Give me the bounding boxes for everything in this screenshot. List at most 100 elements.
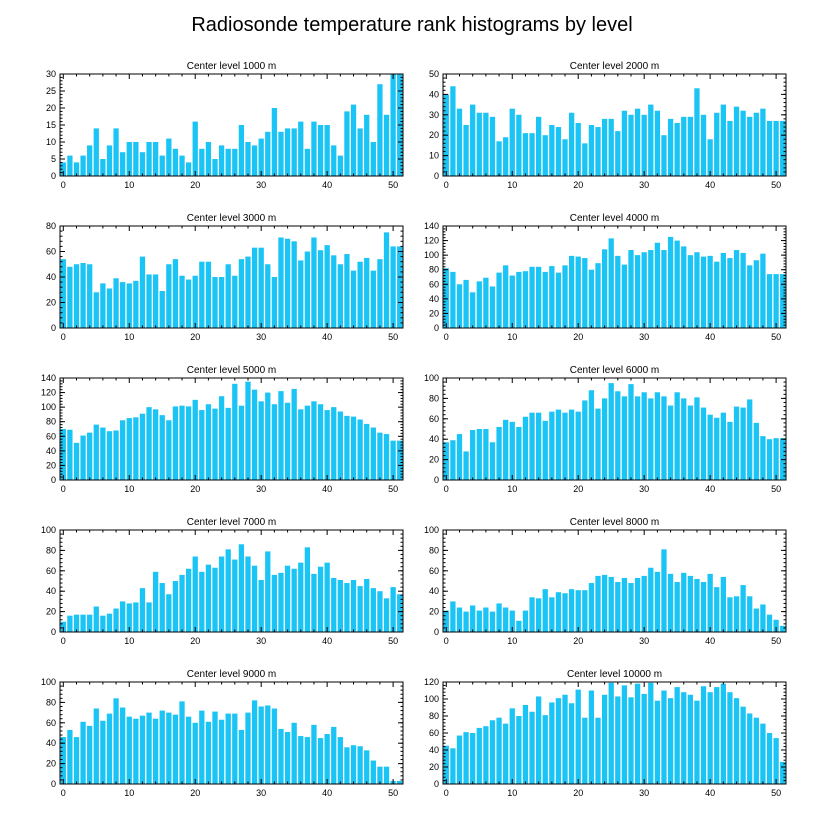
x-tick-label: 30 [256, 636, 266, 646]
bar-25 [225, 407, 231, 480]
bar-25 [608, 118, 614, 176]
y-tick-label: 100 [424, 525, 439, 535]
bar-2 [73, 737, 80, 784]
bar-15 [159, 710, 165, 784]
bar-42 [337, 411, 343, 480]
y-tick-label: 140 [41, 373, 56, 383]
bar-15 [542, 715, 548, 784]
y-tick-label: 80 [46, 221, 56, 231]
bar-27 [238, 405, 245, 480]
bar-46 [364, 114, 370, 176]
y-tick-label: 30 [429, 110, 439, 120]
bar-8 [113, 698, 119, 784]
y-tick-label: 0 [434, 475, 439, 485]
bar-20 [192, 275, 198, 328]
x-tick-label: 40 [705, 636, 715, 646]
bar-26 [232, 383, 238, 480]
bar-37 [304, 405, 310, 480]
bar-6 [100, 615, 106, 632]
bar-45 [740, 706, 746, 784]
bar-45 [357, 128, 363, 176]
bar-32 [271, 708, 278, 784]
bar-37 [304, 547, 310, 632]
bar-27 [621, 110, 628, 176]
bar-43 [344, 111, 350, 176]
bar-12 [139, 413, 146, 480]
bar-46 [364, 257, 370, 329]
bar-44 [350, 745, 357, 784]
chart-panel-3: Center level 3000 m 0 10 20 30 40 50 0 20 40 60 80 [46, 213, 404, 342]
bar-27 [238, 544, 245, 632]
panel-title: Center level 7000 m [187, 517, 277, 528]
x-tick-label: 20 [190, 788, 200, 798]
bar-3 [80, 262, 86, 328]
bar-32 [271, 404, 278, 480]
bar-8 [113, 430, 119, 480]
bar-16 [549, 266, 555, 328]
bar-43 [727, 120, 733, 176]
bar-50 [390, 246, 396, 328]
bar-8 [113, 128, 119, 176]
bar-16 [549, 411, 555, 480]
bar-31 [648, 567, 654, 632]
bar-48 [377, 259, 383, 328]
bar-5 [93, 292, 99, 328]
x-tick-label: 50 [388, 636, 398, 646]
bar-21 [582, 143, 588, 176]
bar-43 [727, 692, 733, 784]
bar-28 [628, 250, 634, 328]
bar-24 [218, 145, 225, 176]
bar-6 [483, 607, 489, 632]
bar-9 [503, 607, 509, 632]
bar-2 [73, 614, 80, 632]
bar-32 [654, 242, 661, 328]
panel-title: Center level 6000 m [570, 365, 660, 376]
bar-20 [575, 689, 581, 784]
x-tick-label: 20 [190, 180, 200, 190]
bar-25 [608, 383, 614, 480]
bar-41 [331, 577, 337, 632]
bar-28 [245, 381, 251, 480]
bar-19 [568, 589, 575, 632]
bar-30 [258, 579, 264, 632]
bar-38 [694, 88, 700, 176]
bar-28 [628, 583, 634, 632]
bar-1 [67, 729, 73, 784]
bar-25 [608, 682, 614, 784]
bar-37 [304, 251, 310, 328]
bar-39 [317, 566, 324, 632]
y-tick-label: 60 [46, 247, 56, 257]
bar-2 [73, 162, 80, 176]
y-tick-label: 120 [424, 677, 439, 687]
bar-41 [714, 417, 720, 480]
bar-0 [443, 610, 449, 632]
chart-panel-4: Center level 4000 m 0 10 20 30 40 50 0 20 40 60 80 1… [424, 213, 787, 342]
bar-43 [727, 597, 733, 632]
x-tick-label: 50 [771, 788, 781, 798]
x-tick-label: 20 [190, 636, 200, 646]
bar-2 [456, 735, 463, 784]
bar-35 [291, 128, 297, 176]
bar-14 [536, 696, 542, 784]
bar-3 [463, 611, 469, 632]
bar-41 [714, 687, 720, 784]
bar-4 [470, 430, 476, 480]
bar-22 [588, 125, 595, 176]
bar-7 [489, 286, 496, 328]
bar-14 [153, 571, 159, 632]
bar-11 [133, 602, 139, 632]
bar-5 [93, 128, 99, 176]
bar-16 [166, 264, 172, 328]
bar-18 [179, 405, 185, 480]
bar-42 [337, 264, 343, 328]
bar-48 [760, 723, 766, 784]
bar-13 [146, 142, 152, 176]
y-tick-label: 50 [429, 69, 439, 79]
bar-40 [707, 414, 713, 480]
bar-48 [377, 591, 383, 632]
bar-9 [503, 137, 509, 176]
bar-47 [370, 270, 376, 329]
bar-34 [667, 698, 674, 784]
bar-33 [278, 572, 284, 632]
